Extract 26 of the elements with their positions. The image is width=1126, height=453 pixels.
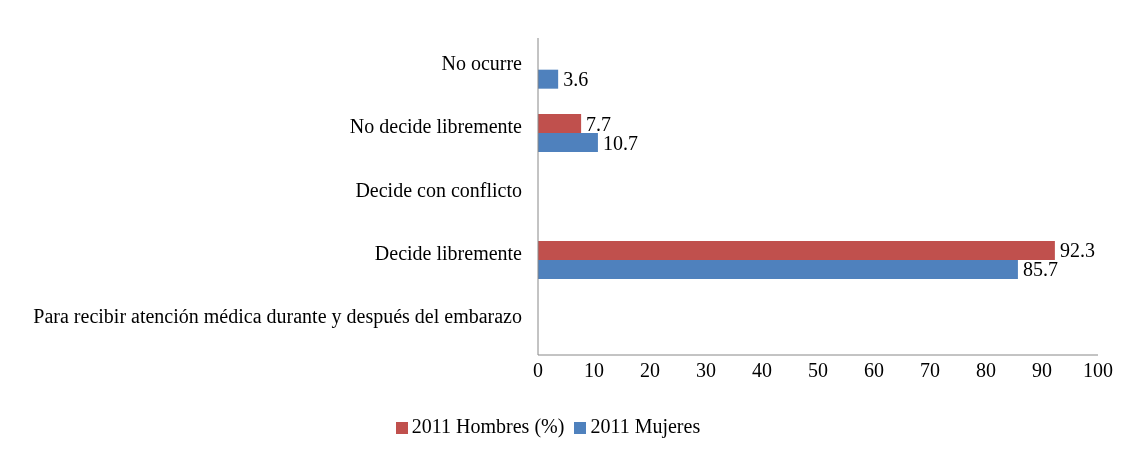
legend-label: 2011 Mujeres <box>590 415 701 437</box>
x-tick-label: 100 <box>1083 359 1113 382</box>
bar <box>538 69 559 89</box>
bar <box>538 114 582 134</box>
bar <box>538 133 598 153</box>
bar <box>538 240 1055 260</box>
data-label: 85.7 <box>1022 258 1058 281</box>
x-tick-label: 0 <box>533 359 543 382</box>
x-tick-label: 10 <box>584 359 604 382</box>
x-tick-label: 30 <box>696 359 716 382</box>
y-tick-label: No ocurre <box>441 51 523 74</box>
x-tick-label: 90 <box>1032 359 1052 382</box>
x-tick-label: 20 <box>640 359 660 382</box>
x-tick-label: 60 <box>864 359 884 382</box>
bar <box>538 259 1018 279</box>
x-tick-label: 50 <box>808 359 828 382</box>
x-tick-label: 80 <box>976 359 996 382</box>
y-tick-label: Decide libremente <box>374 241 523 264</box>
data-label: 3.6 <box>563 68 589 91</box>
y-tick-label: Decide con conflicto <box>355 178 522 201</box>
data-label: 92.3 <box>1059 239 1095 262</box>
x-tick-label: 40 <box>752 359 772 382</box>
y-tick-label: Para recibir atención médica durante y después del embarazo <box>33 305 522 329</box>
x-tick-label: 70 <box>920 359 940 382</box>
y-tick-label: No decide libremente <box>349 115 523 138</box>
legend-label: 2011 Hombres (%) <box>411 415 565 437</box>
